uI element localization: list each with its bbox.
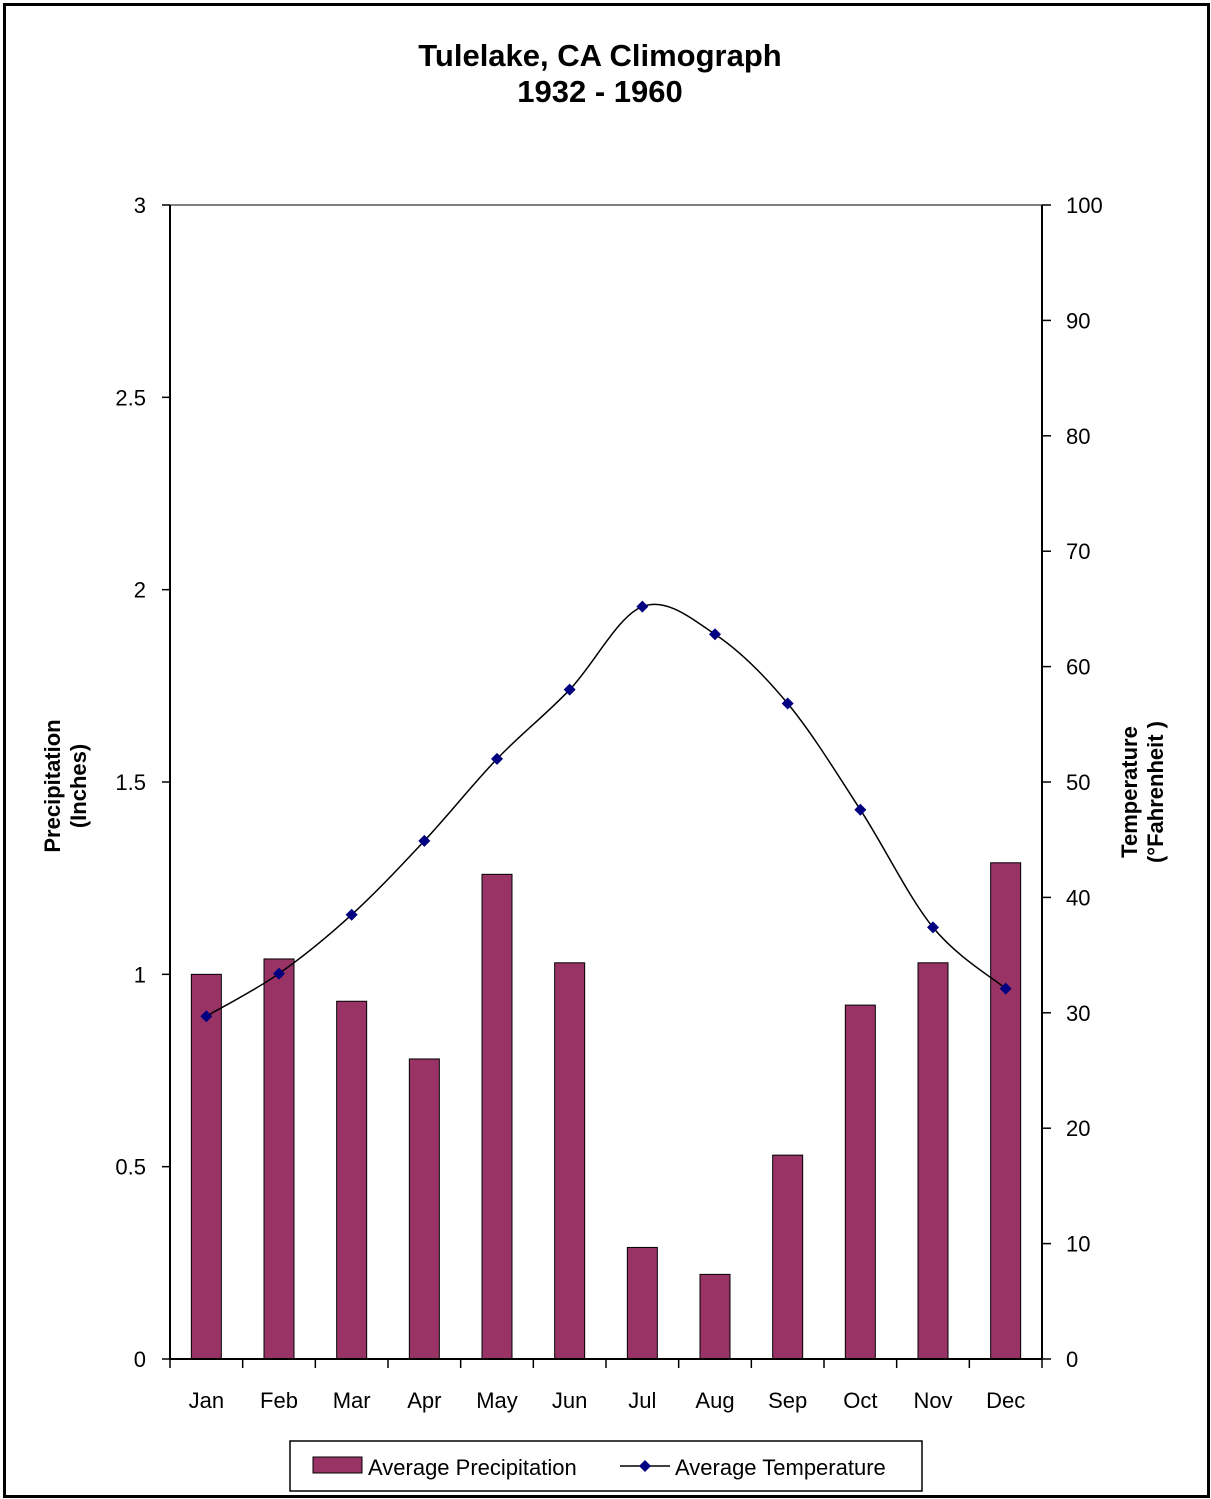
temperature-marker bbox=[345, 908, 358, 921]
right-axis-tick-label: 50 bbox=[1066, 770, 1090, 795]
x-axis-tick-label: Jul bbox=[628, 1388, 656, 1413]
left-axis-label-line1: Precipitation bbox=[40, 719, 65, 852]
left-axis-tick-label: 1 bbox=[134, 962, 146, 987]
right-axis-tick-label: 30 bbox=[1066, 1001, 1090, 1026]
left-axis-tick-label: 0 bbox=[134, 1347, 146, 1372]
right-axis-tick-label: 10 bbox=[1066, 1232, 1090, 1257]
chart-title: Tulelake, CA Climograph bbox=[418, 38, 781, 73]
x-axis-tick-label: Mar bbox=[333, 1388, 371, 1413]
precipitation-bar bbox=[626, 1246, 658, 1360]
x-axis-tick-label: Apr bbox=[407, 1388, 441, 1413]
left-axis-tick-label: 0.5 bbox=[115, 1155, 146, 1180]
precipitation-bar bbox=[699, 1273, 731, 1360]
precipitation-bar bbox=[336, 1000, 368, 1360]
legend-box bbox=[289, 1440, 923, 1492]
right-axis-label-line1: Temperature bbox=[1117, 726, 1142, 858]
left-axis-tick-label: 1.5 bbox=[115, 770, 146, 795]
right-axis-tick-label: 80 bbox=[1066, 424, 1090, 449]
precipitation-bar bbox=[917, 962, 949, 1360]
precipitation-bar bbox=[554, 962, 586, 1360]
left-axis-tick-label: 2 bbox=[134, 578, 146, 603]
temperature-marker bbox=[781, 697, 794, 710]
temperature-marker bbox=[927, 921, 939, 934]
x-axis-tick-label: Oct bbox=[843, 1388, 877, 1413]
right-axis-tick-label: 100 bbox=[1066, 193, 1103, 218]
right-axis-tick-label: 90 bbox=[1066, 308, 1090, 333]
x-axis-tick-label: Aug bbox=[695, 1388, 734, 1413]
right-axis-tick-label: 70 bbox=[1066, 539, 1090, 564]
precipitation-bar bbox=[190, 973, 222, 1360]
legend-temperature-label: Average Temperature bbox=[675, 1455, 886, 1480]
precipitation-bar bbox=[844, 1004, 876, 1360]
x-axis-tick-label: May bbox=[476, 1388, 518, 1413]
x-axis-tick-label: Jun bbox=[552, 1388, 587, 1413]
left-axis-label-line2: (Inches) bbox=[66, 744, 91, 828]
precipitation-bar bbox=[408, 1058, 440, 1360]
right-axis-tick-label: 20 bbox=[1066, 1116, 1090, 1141]
legend: Average Precipitation Average Temperatur… bbox=[289, 1440, 923, 1492]
legend-precipitation-swatch bbox=[312, 1456, 363, 1474]
temperature-marker bbox=[636, 600, 649, 613]
right-axis-tick-label: 40 bbox=[1066, 885, 1090, 910]
left-axis-tick-label: 3 bbox=[134, 193, 146, 218]
precipitation-bar bbox=[772, 1154, 804, 1360]
temperature-marker bbox=[709, 628, 721, 641]
left-axis-tick-label: 2.5 bbox=[115, 385, 146, 410]
legend-precipitation-label: Average Precipitation bbox=[368, 1455, 577, 1480]
temperature-line bbox=[205, 603, 1007, 1017]
x-axis-tick-label: Sep bbox=[768, 1388, 807, 1413]
right-axis-tick-label: 0 bbox=[1066, 1347, 1078, 1372]
x-axis-tick-label: Feb bbox=[260, 1388, 298, 1413]
temperature-marker bbox=[200, 1010, 213, 1023]
legend-temperature-marker bbox=[639, 1460, 651, 1472]
temperature-marker bbox=[418, 834, 431, 847]
chart-subtitle: 1932 - 1960 bbox=[517, 74, 682, 109]
precipitation-bar bbox=[263, 958, 295, 1360]
precipitation-bar bbox=[990, 862, 1022, 1360]
temperature-marker bbox=[854, 803, 867, 816]
temperature-marker bbox=[999, 982, 1012, 995]
x-axis-tick-label: Dec bbox=[986, 1388, 1025, 1413]
right-axis-label-line2: (°Fahrenheit ) bbox=[1143, 721, 1168, 863]
temperature-marker bbox=[563, 683, 576, 696]
x-axis-tick-label: Jan bbox=[189, 1388, 224, 1413]
temperature-marker bbox=[273, 967, 285, 980]
right-axis-tick-label: 60 bbox=[1066, 655, 1090, 680]
temperature-marker bbox=[491, 752, 503, 765]
precipitation-bar bbox=[481, 873, 513, 1360]
x-axis-tick-label: Nov bbox=[913, 1388, 952, 1413]
